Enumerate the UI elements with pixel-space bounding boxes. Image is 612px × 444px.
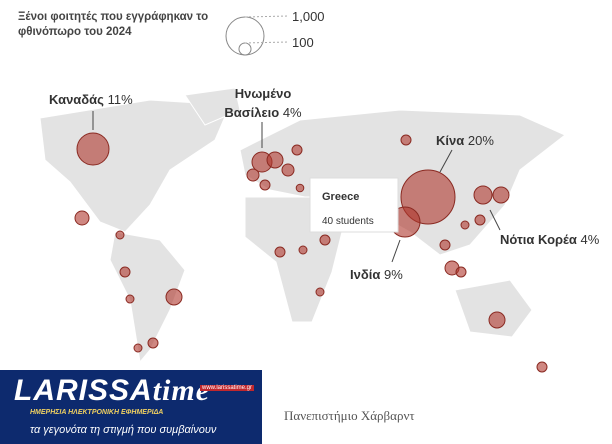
callout-name: Ινδία	[350, 267, 381, 282]
callout-share: 4%	[580, 232, 600, 247]
callout-name: Ηνωμένο Βασίλειο	[224, 86, 292, 120]
callout: Κίνα 20%	[436, 131, 494, 150]
legend-circles	[225, 15, 289, 56]
logo-slogan: τα γεγονότα τη στιγμή που συμβαίνουν	[30, 424, 217, 436]
callout: Ηνωμένο Βασίλειο 4%	[218, 84, 308, 122]
legend-leader	[244, 41, 289, 44]
legend-leader	[244, 15, 289, 18]
callout: Νότια Κορέα 4%	[500, 230, 600, 249]
tooltip-box	[309, 177, 399, 233]
callout-share: 4%	[282, 105, 302, 120]
source: Πανεπιστήμιο Χάρβαρντ	[284, 408, 415, 423]
legend-title: Ξένοι φοιτητές που εγγράφηκαν το φθινόπω…	[18, 11, 209, 38]
callout: Ινδία 9%	[350, 265, 403, 284]
callout-share: 11%	[107, 92, 133, 107]
logo-part: LARISSA	[14, 374, 153, 407]
callout-lines	[92, 111, 501, 263]
logo-part: time	[152, 374, 211, 407]
callout-share: 20%	[467, 133, 494, 148]
logo-tagline: ΗΜΕΡΗΣΙΑ ΗΛΕΚΤΡΟΝΙΚΗ ΕΦΗΜΕΡΙΔΑ	[30, 409, 164, 416]
bubbles	[74, 132, 548, 373]
callout-name: Κίνα	[436, 133, 465, 148]
logo: LARISSAtime www.larissatime.gr ΗΜΕΡΗΣΙΑ …	[0, 370, 262, 444]
legend-circle	[238, 42, 252, 56]
callout-name: Καναδάς	[49, 92, 104, 107]
legend-circle	[225, 16, 265, 56]
callout-name: Νότια Κορέα	[500, 232, 577, 247]
legend-size-label: 1,000	[292, 9, 325, 24]
legend-size-label: 100	[292, 35, 314, 50]
greece-bubble	[295, 183, 305, 193]
tooltip-country: Greece	[322, 191, 360, 203]
land	[39, 87, 566, 364]
callout: Καναδάς 11%	[49, 90, 133, 109]
logo-url: www.larissatime.gr	[200, 385, 255, 391]
logo-name: LARISSAtime	[14, 374, 210, 408]
callout-share: 9%	[383, 267, 403, 282]
tooltip-students: 40 students	[322, 216, 374, 227]
